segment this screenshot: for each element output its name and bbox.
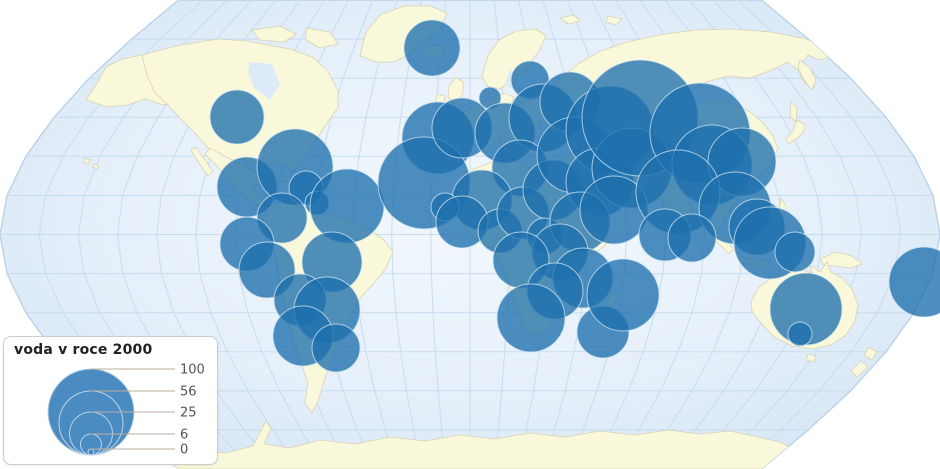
data-bubble[interactable] xyxy=(586,258,660,332)
legend-value-label: 56 xyxy=(180,385,197,400)
landmass-greenland xyxy=(359,5,448,63)
landmass-svalbard xyxy=(559,14,623,26)
data-bubble[interactable] xyxy=(496,283,566,353)
data-bubble[interactable] xyxy=(888,246,940,318)
legend-value-label: 0 xyxy=(180,443,188,458)
data-bubble[interactable] xyxy=(774,231,816,273)
data-bubble[interactable] xyxy=(311,323,361,373)
bubble-layer xyxy=(209,19,940,373)
data-bubble[interactable] xyxy=(403,19,461,77)
landmass-arctic-islands xyxy=(251,25,339,49)
landmass-japan xyxy=(785,119,806,145)
data-bubble[interactable] xyxy=(667,213,717,263)
landmass-antarctica xyxy=(149,420,816,469)
legend-box: voda v roce 2000 100 56 25 6 0 xyxy=(3,336,218,465)
landmass-baja xyxy=(190,146,214,177)
legend-value-label: 100 xyxy=(180,363,205,378)
landmass-hawaii xyxy=(82,157,100,170)
landmass-new-zealand xyxy=(850,346,878,378)
legend-value-label: 25 xyxy=(180,406,197,421)
data-bubble[interactable] xyxy=(769,272,843,346)
landmass-britain-ireland xyxy=(435,76,465,105)
data-bubble[interactable] xyxy=(209,89,265,145)
data-bubble[interactable] xyxy=(309,168,385,244)
legend-scale: 100 56 25 60 xyxy=(47,363,205,458)
legend-title: voda v roce 2000 xyxy=(14,342,153,358)
hudson-bay-water xyxy=(248,62,280,100)
legend-value-label: 6 xyxy=(180,428,188,443)
data-bubble[interactable] xyxy=(787,321,813,347)
landmass-scandinavia xyxy=(481,28,547,90)
